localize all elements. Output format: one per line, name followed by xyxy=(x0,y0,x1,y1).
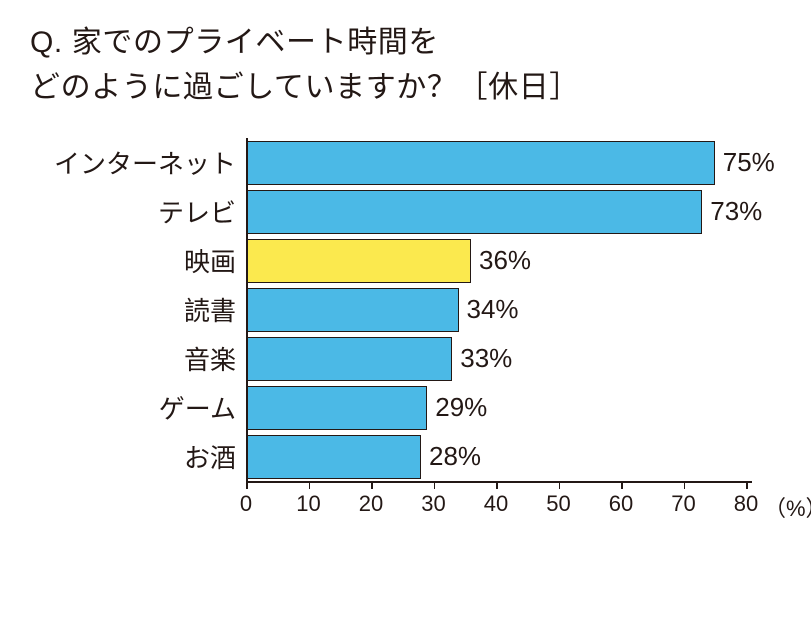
x-tick xyxy=(559,481,561,489)
bar-area: 29% xyxy=(246,383,746,432)
bar xyxy=(246,337,452,381)
title-line-1: Q. 家でのプライベート時間を xyxy=(30,26,439,59)
bar xyxy=(246,386,427,430)
x-tick-label: 50 xyxy=(546,491,570,517)
category-label: 映画 xyxy=(30,242,246,279)
x-tick-label: 30 xyxy=(421,491,445,517)
chart-row: ゲーム 29% xyxy=(30,383,781,432)
chart-row: テレビ 73% xyxy=(30,187,781,236)
value-label: 33% xyxy=(460,343,512,374)
x-tick xyxy=(684,481,686,489)
bar-area: 28% xyxy=(246,432,746,481)
x-tick xyxy=(246,481,248,489)
bar-area: 73% xyxy=(246,187,762,236)
bar-chart: インターネット 75% テレビ 73% 映画 36% 読書 34% 音楽 33% ゲーム 29% お酒 2… xyxy=(30,138,781,481)
x-tick-label: 80 xyxy=(734,491,758,517)
x-tick-label: 70 xyxy=(671,491,695,517)
x-tick xyxy=(434,481,436,489)
category-label: テレビ xyxy=(30,193,246,230)
category-label: インターネット xyxy=(30,144,246,181)
x-axis-unit: （%） xyxy=(764,491,811,523)
value-label: 73% xyxy=(710,196,762,227)
chart-row: インターネット 75% xyxy=(30,138,781,187)
category-label: ゲーム xyxy=(30,389,246,426)
category-label: お酒 xyxy=(30,438,246,475)
x-tick xyxy=(309,481,311,489)
category-label: 読書 xyxy=(30,291,246,328)
bar xyxy=(246,239,471,283)
value-label: 34% xyxy=(467,294,519,325)
chart-title: Q. 家でのプライベート時間を どのように過ごしていますか？［休日］ xyxy=(30,20,781,110)
bar-area: 36% xyxy=(246,236,746,285)
x-tick-label: 60 xyxy=(609,491,633,517)
x-tick-label: 10 xyxy=(296,491,320,517)
bar-area: 34% xyxy=(246,285,746,334)
x-tick-label: 20 xyxy=(359,491,383,517)
bar xyxy=(246,190,702,234)
x-tick xyxy=(371,481,373,489)
x-tick xyxy=(621,481,623,489)
value-label: 29% xyxy=(435,392,487,423)
bar xyxy=(246,141,715,185)
x-tick xyxy=(496,481,498,489)
bar-area: 33% xyxy=(246,334,746,383)
bar xyxy=(246,435,421,479)
y-axis xyxy=(246,138,248,489)
value-label: 28% xyxy=(429,441,481,472)
chart-row: お酒 28% xyxy=(30,432,781,481)
value-label: 36% xyxy=(479,245,531,276)
category-label: 音楽 xyxy=(30,340,246,377)
value-label: 75% xyxy=(723,147,775,178)
x-tick xyxy=(746,481,748,489)
x-tick-label: 0 xyxy=(240,491,252,517)
bar-area: 75% xyxy=(246,138,775,187)
chart-row: 映画 36% xyxy=(30,236,781,285)
chart-row: 音楽 33% xyxy=(30,334,781,383)
x-axis xyxy=(246,481,752,483)
bar xyxy=(246,288,459,332)
title-line-2: どのように過ごしていますか？［休日］ xyxy=(30,71,580,104)
chart-row: 読書 34% xyxy=(30,285,781,334)
x-tick-label: 40 xyxy=(484,491,508,517)
page: Q. 家でのプライベート時間を どのように過ごしていますか？［休日］ インターネ… xyxy=(0,0,811,620)
